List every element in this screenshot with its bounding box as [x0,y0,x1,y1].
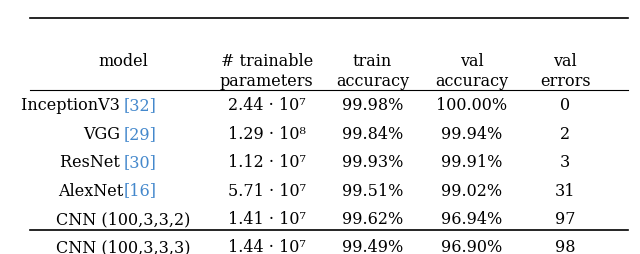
Text: 100.00%: 100.00% [436,97,508,114]
Text: 1.41 · 10⁷: 1.41 · 10⁷ [228,210,306,227]
Text: [32]: [32] [124,97,156,114]
Text: 97: 97 [555,210,575,227]
Text: [16]: [16] [124,182,157,199]
Text: InceptionV3: InceptionV3 [22,97,124,114]
Text: val
accuracy: val accuracy [435,53,509,89]
Text: 31: 31 [555,182,575,199]
Text: 5.71 · 10⁷: 5.71 · 10⁷ [228,182,306,199]
Text: 98: 98 [555,239,575,254]
Text: 99.51%: 99.51% [342,182,403,199]
Text: CNN (100,3,3,2): CNN (100,3,3,2) [56,210,191,227]
Text: 99.49%: 99.49% [342,239,403,254]
Text: 1.12 · 10⁷: 1.12 · 10⁷ [228,154,306,170]
Text: 99.02%: 99.02% [442,182,502,199]
Text: VGG: VGG [83,125,124,142]
Text: val
errors: val errors [540,53,591,89]
Text: # trainable
parameters: # trainable parameters [220,53,314,89]
Text: 99.91%: 99.91% [442,154,502,170]
Text: 3: 3 [560,154,570,170]
Text: 96.90%: 96.90% [442,239,502,254]
Text: 99.98%: 99.98% [342,97,403,114]
Text: 99.94%: 99.94% [442,125,502,142]
Text: train
accuracy: train accuracy [336,53,409,89]
Text: 1.29 · 10⁸: 1.29 · 10⁸ [228,125,306,142]
Text: 1.44 · 10⁷: 1.44 · 10⁷ [228,239,305,254]
Text: 2.44 · 10⁷: 2.44 · 10⁷ [228,97,305,114]
Text: 2: 2 [560,125,570,142]
Text: ResNet: ResNet [60,154,124,170]
Text: 99.62%: 99.62% [342,210,403,227]
Text: 99.84%: 99.84% [342,125,403,142]
Text: [29]: [29] [124,125,156,142]
Text: 99.93%: 99.93% [342,154,403,170]
Text: AlexNet: AlexNet [58,182,124,199]
Text: model: model [99,53,148,70]
Text: 0: 0 [560,97,570,114]
Text: [30]: [30] [124,154,156,170]
Text: 96.94%: 96.94% [442,210,502,227]
Text: CNN (100,3,3,3): CNN (100,3,3,3) [56,239,191,254]
